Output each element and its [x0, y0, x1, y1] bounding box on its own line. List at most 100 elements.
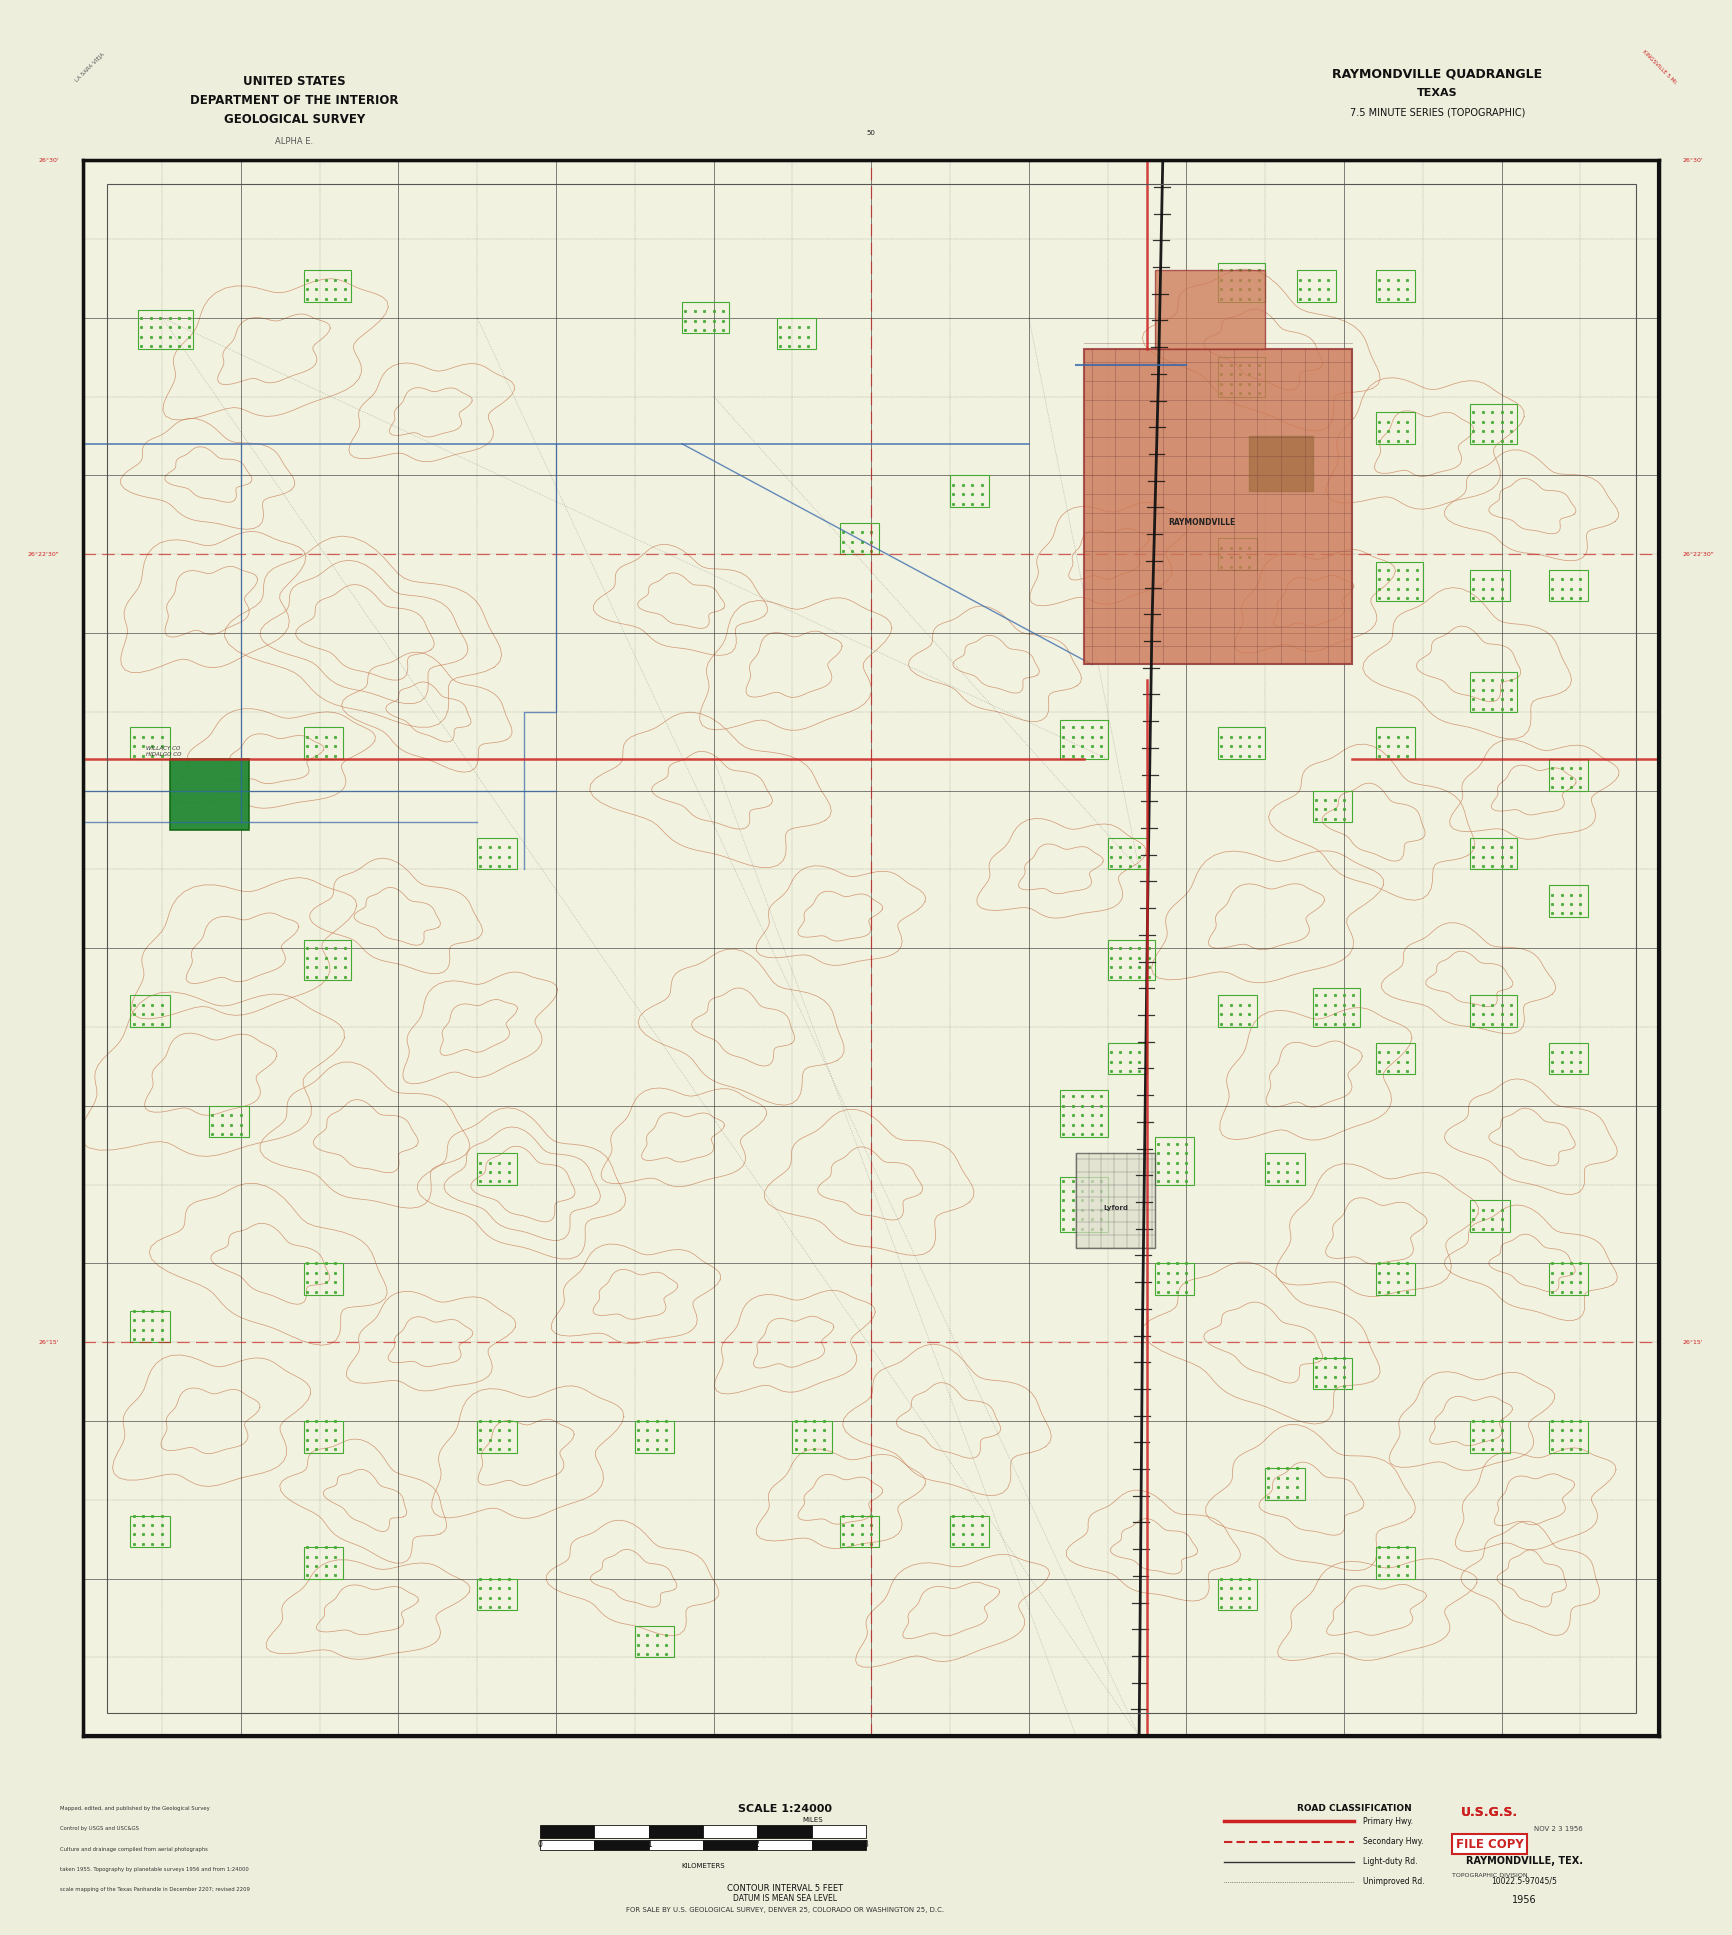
Text: RAYMONDVILLE QUADRANGLE: RAYMONDVILLE QUADRANGLE	[1332, 68, 1543, 79]
Text: 1956: 1956	[1512, 1894, 1536, 1906]
Text: 7.5 MINUTE SERIES (TOPOGRAPHIC): 7.5 MINUTE SERIES (TOPOGRAPHIC)	[1349, 106, 1526, 118]
Bar	[170, 759, 249, 830]
Bar	[1076, 1153, 1155, 1248]
Bar	[703, 1825, 757, 1838]
Bar	[1470, 1420, 1510, 1453]
Bar	[303, 1548, 343, 1579]
Bar	[303, 728, 343, 759]
Text: Primary Hwy.: Primary Hwy.	[1363, 1817, 1413, 1827]
Text: Lyford: Lyford	[1103, 1206, 1128, 1211]
Bar	[1155, 1138, 1195, 1184]
Bar	[1218, 358, 1264, 397]
Text: 26°15': 26°15'	[1684, 1339, 1704, 1345]
Text: 26°22'30": 26°22'30"	[1684, 551, 1715, 557]
Bar	[1108, 940, 1155, 979]
Text: 2: 2	[755, 1840, 759, 1850]
Bar	[1375, 412, 1415, 443]
Bar	[1470, 1200, 1510, 1233]
Text: RAYMONDVILLE, TEX.: RAYMONDVILLE, TEX.	[1465, 1856, 1583, 1867]
Bar	[1313, 1358, 1353, 1389]
Bar	[1548, 1420, 1588, 1453]
Bar	[840, 522, 880, 553]
Bar	[1470, 671, 1517, 712]
Text: UNITED STATES: UNITED STATES	[242, 75, 346, 87]
Text: scale mapping of the Texas Panhandle in December 2207; revised 2209: scale mapping of the Texas Panhandle in …	[59, 1887, 249, 1892]
Text: DEPARTMENT OF THE INTERIOR: DEPARTMENT OF THE INTERIOR	[191, 95, 398, 106]
Bar	[650, 1840, 703, 1850]
Bar	[130, 1515, 170, 1548]
Bar	[1218, 728, 1264, 759]
Bar	[812, 1825, 866, 1838]
Bar	[303, 271, 352, 302]
Bar	[1060, 720, 1108, 759]
Bar	[1548, 1043, 1588, 1074]
Bar	[1313, 987, 1360, 1027]
Text: Control by USGS and USC&GS: Control by USGS and USC&GS	[59, 1827, 139, 1831]
Bar	[634, 1420, 674, 1453]
Text: ROAD CLASSIFICATION: ROAD CLASSIFICATION	[1297, 1803, 1412, 1813]
Bar	[1548, 571, 1588, 602]
Bar	[1470, 995, 1517, 1027]
Bar	[757, 1840, 812, 1850]
Text: MILES: MILES	[802, 1817, 823, 1823]
Bar	[478, 1153, 516, 1184]
Bar	[1470, 404, 1517, 443]
Bar	[130, 995, 170, 1027]
Text: 10022.5-97045/5: 10022.5-97045/5	[1491, 1877, 1557, 1885]
Bar	[650, 1825, 703, 1838]
Text: TOPOGRAPHIC DIVISION: TOPOGRAPHIC DIVISION	[1451, 1873, 1528, 1879]
Bar	[540, 1840, 594, 1850]
Text: U.S.G.S.: U.S.G.S.	[1460, 1805, 1519, 1819]
Bar	[1297, 271, 1335, 302]
Bar	[1375, 561, 1424, 602]
Text: RAYMONDVILLE: RAYMONDVILLE	[1169, 519, 1237, 526]
Text: CONTOUR INTERVAL 5 FEET: CONTOUR INTERVAL 5 FEET	[726, 1885, 843, 1892]
Text: LA SARA VIEJA: LA SARA VIEJA	[74, 52, 106, 83]
Text: FILE COPY: FILE COPY	[1455, 1838, 1524, 1850]
Bar	[1155, 1264, 1195, 1295]
Text: 26°30': 26°30'	[38, 157, 59, 163]
Text: DATUM IS MEAN SEA LEVEL: DATUM IS MEAN SEA LEVEL	[733, 1894, 837, 1904]
Text: KINGSVILLE 5 MI.: KINGSVILLE 5 MI.	[1640, 50, 1678, 85]
Text: U.S.G.S.: U.S.G.S.	[1460, 1805, 1519, 1819]
Text: 0: 0	[539, 1840, 542, 1850]
Text: FOR SALE BY U.S. GEOLOGICAL SURVEY, DENVER 25, COLORADO OR WASHINGTON 25, D.C.: FOR SALE BY U.S. GEOLOGICAL SURVEY, DENV…	[625, 1908, 944, 1914]
Bar	[594, 1825, 650, 1838]
Bar	[793, 1420, 831, 1453]
Bar	[594, 1840, 650, 1850]
Bar	[1155, 271, 1266, 348]
Bar	[478, 1420, 516, 1453]
Text: Secondary Hwy.: Secondary Hwy.	[1363, 1836, 1424, 1846]
Bar	[1313, 791, 1353, 822]
Bar	[478, 1579, 516, 1610]
Bar	[634, 1625, 674, 1658]
Text: SCALE 1:24000: SCALE 1:24000	[738, 1803, 831, 1813]
Text: 1: 1	[648, 1840, 651, 1850]
Bar	[1375, 1548, 1415, 1579]
Text: taken 1955. Topography by planetable surveys 1956 and from 1:24000: taken 1955. Topography by planetable sur…	[59, 1867, 248, 1871]
Bar	[776, 317, 816, 348]
Bar	[1218, 995, 1257, 1027]
Bar	[303, 1420, 343, 1453]
Text: 50: 50	[866, 130, 876, 137]
Text: TEXAS: TEXAS	[1417, 87, 1458, 99]
Text: 26°15': 26°15'	[38, 1339, 59, 1345]
Text: 26°22'30": 26°22'30"	[28, 551, 59, 557]
Bar	[478, 838, 516, 869]
Bar	[139, 310, 194, 348]
Bar	[703, 1840, 757, 1850]
Text: 26°30': 26°30'	[1684, 157, 1704, 163]
Text: Light-duty Rd.: Light-duty Rd.	[1363, 1858, 1417, 1865]
Text: KILOMETERS: KILOMETERS	[681, 1863, 726, 1869]
Bar	[1470, 571, 1510, 602]
Bar	[1218, 1579, 1257, 1610]
Bar	[1108, 1043, 1147, 1074]
Bar	[1548, 884, 1588, 917]
Bar	[210, 1105, 249, 1138]
Bar	[1470, 838, 1517, 869]
Bar	[1264, 1153, 1304, 1184]
Bar	[1218, 263, 1264, 302]
Bar	[1375, 271, 1415, 302]
Bar	[812, 1840, 866, 1850]
Bar	[1084, 348, 1353, 664]
